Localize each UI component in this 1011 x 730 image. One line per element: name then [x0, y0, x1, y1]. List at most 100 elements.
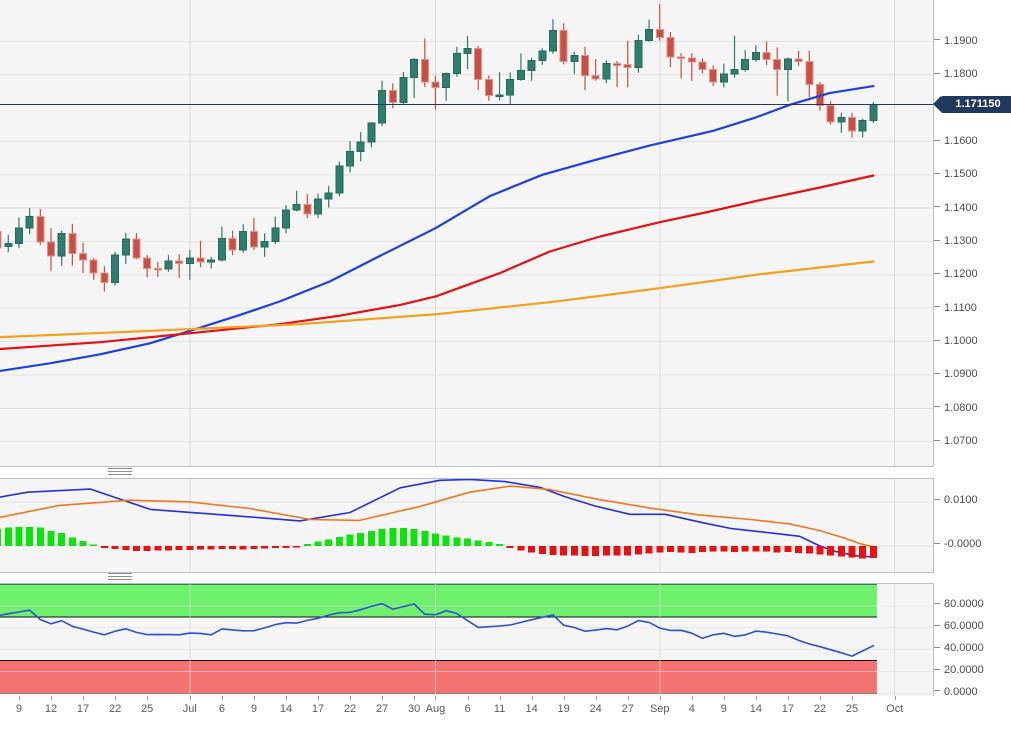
- axis-tick-mark: [285, 696, 287, 700]
- macd-histogram-bar: [709, 545, 717, 552]
- axis-tick-mark: [934, 373, 940, 375]
- macd-chart-canvas[interactable]: [0, 479, 933, 572]
- macd-histogram-bar: [207, 545, 215, 550]
- candle-body: [677, 56, 686, 60]
- macd-histogram-bar: [325, 539, 333, 546]
- macd-histogram-bar: [58, 533, 66, 546]
- macd-histogram-bar: [752, 545, 760, 552]
- candle-body: [121, 238, 130, 256]
- axis-tick-mark: [659, 696, 661, 700]
- axis-tick-mark: [627, 696, 629, 700]
- macd-histogram-bar: [677, 545, 685, 553]
- candle-body: [367, 122, 376, 143]
- axis-tick-mark: [934, 668, 940, 670]
- panel-resize-grip-icon[interactable]: [108, 573, 132, 582]
- axis-tick-mark: [318, 696, 319, 700]
- axis-tick-mark: [934, 690, 940, 692]
- candle-body: [388, 90, 397, 103]
- x-axis-day-label: 6: [464, 703, 471, 715]
- candle-body: [399, 77, 408, 103]
- axis-tick-mark: [934, 72, 940, 74]
- candle-body: [506, 79, 515, 96]
- axis-tick-mark: [934, 646, 940, 648]
- candle-body: [143, 257, 152, 270]
- macd-histogram-bar: [656, 545, 664, 553]
- candle-body: [623, 64, 632, 68]
- oscillator-panel[interactable]: [0, 583, 934, 697]
- macd-histogram-bar: [549, 545, 557, 555]
- axis-tick-mark: [531, 696, 533, 700]
- candle-body: [196, 257, 205, 263]
- x-axis-day-label: 12: [44, 703, 58, 715]
- macd-histogram-bar: [293, 545, 301, 548]
- candle-body: [57, 233, 66, 257]
- axis-tick-mark: [83, 696, 85, 700]
- axis-tick-mark: [934, 439, 940, 441]
- macd-histogram-bar: [837, 545, 845, 557]
- macd-histogram-bar: [111, 545, 119, 550]
- macd-histogram-bar: [763, 545, 771, 552]
- ma-slow-orange: [0, 260, 875, 339]
- y-axis-label: 60.0000: [933, 620, 1011, 633]
- macd-histogram-bar: [47, 531, 55, 546]
- x-axis-day-label: 27: [375, 703, 389, 715]
- macd-histogram-bar: [132, 545, 140, 551]
- price-chart-canvas[interactable]: [0, 0, 933, 466]
- y-axis-label: 1.1600: [933, 135, 1011, 148]
- macd-histogram-bar: [0, 529, 2, 546]
- macd-histogram-bar: [90, 544, 98, 547]
- macd-histogram-bar: [4, 527, 12, 546]
- axis-tick-mark: [253, 696, 255, 700]
- axis-tick-mark: [691, 696, 693, 700]
- x-axis-day-label: 14: [749, 703, 762, 715]
- candle-body: [634, 39, 643, 68]
- macd-panel[interactable]: [0, 478, 934, 573]
- macd-histogram-bar: [36, 527, 44, 546]
- macd-histogram-bar: [506, 545, 514, 548]
- oscillator-chart-canvas[interactable]: [0, 584, 933, 696]
- y-axis-label: 1.0900: [933, 368, 1011, 381]
- axis-tick-mark: [189, 696, 191, 700]
- axis-tick-mark: [934, 39, 940, 41]
- macd-histogram-bar: [848, 545, 856, 558]
- candle-body: [442, 73, 451, 88]
- macd-histogram-bar: [357, 532, 365, 546]
- candle-body: [452, 53, 461, 75]
- candle-body: [281, 209, 290, 229]
- panel-resize-grip-icon[interactable]: [108, 468, 132, 477]
- axis-tick-mark: [934, 206, 940, 208]
- macd-histogram-bar: [389, 527, 397, 546]
- axis-tick-mark: [934, 406, 940, 408]
- macd-histogram-bar: [528, 545, 536, 553]
- candle-body: [346, 150, 355, 167]
- macd-histogram-bar: [335, 537, 343, 546]
- macd-histogram-bar: [592, 545, 600, 557]
- macd-histogram-bar: [634, 545, 642, 555]
- candle-body: [495, 94, 504, 98]
- macd-histogram-bar: [538, 545, 546, 554]
- candle-body: [591, 75, 600, 80]
- macd-histogram-bar: [602, 545, 610, 556]
- candle-body: [709, 68, 718, 83]
- x-axis-day-label: 17: [311, 703, 325, 715]
- macd-histogram-bar: [805, 545, 813, 554]
- time-axis[interactable]: 9 12 17 22 25 Jul 6 9 14 17 22 27 30 Aug 6 11 14 19 24 27 Se…: [0, 696, 1011, 730]
- x-axis-month-label: Aug: [425, 703, 446, 715]
- macd-histogram-bar: [143, 545, 151, 551]
- price-panel[interactable]: [0, 0, 934, 467]
- candle-body: [314, 198, 322, 215]
- axis-tick-mark: [934, 272, 940, 274]
- macd-line: [0, 479, 875, 558]
- current-price-label: 1.171150: [933, 96, 1011, 113]
- candle-body: [431, 81, 440, 88]
- macd-histogram-bar: [431, 533, 439, 546]
- x-axis-day-label: 9: [250, 703, 257, 715]
- axis-tick-mark: [934, 306, 940, 308]
- axis-tick-mark: [595, 696, 597, 700]
- y-axis-label: 40.0000: [933, 642, 1011, 655]
- y-axis-label: 1.1000: [933, 335, 1011, 348]
- candle-body: [783, 58, 792, 71]
- macd-histogram-bar: [773, 545, 781, 553]
- candle-body: [794, 58, 803, 63]
